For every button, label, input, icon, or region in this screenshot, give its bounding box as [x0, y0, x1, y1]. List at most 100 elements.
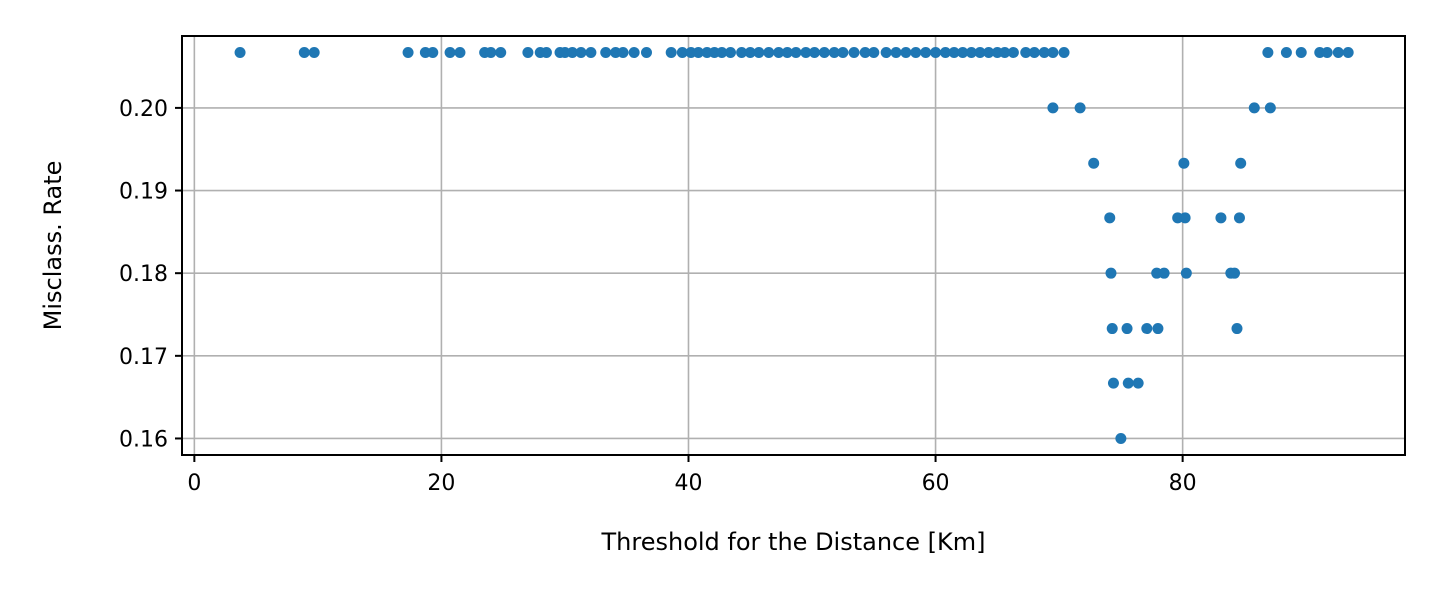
- data-point: [790, 47, 802, 59]
- data-point: [1342, 47, 1354, 59]
- data-point: [1107, 377, 1119, 389]
- data-point: [617, 47, 629, 59]
- data-point: [308, 47, 320, 59]
- data-point: [1047, 47, 1059, 59]
- data-point: [848, 47, 860, 59]
- data-point: [665, 47, 677, 59]
- data-point: [1122, 377, 1134, 389]
- data-point: [1152, 323, 1164, 335]
- y-tick-label: 0.16: [119, 427, 168, 452]
- data-point: [485, 47, 497, 59]
- data-point: [444, 47, 456, 59]
- data-point: [1215, 212, 1227, 224]
- data-point: [1106, 323, 1118, 335]
- data-point: [800, 47, 812, 59]
- data-point: [716, 47, 728, 59]
- data-point: [1321, 47, 1333, 59]
- data-point: [495, 47, 507, 59]
- data-point: [1028, 47, 1040, 59]
- data-point: [890, 47, 902, 59]
- data-point: [920, 47, 932, 59]
- data-point: [974, 47, 986, 59]
- data-point: [744, 47, 756, 59]
- data-point: [575, 47, 587, 59]
- data-point: [900, 47, 912, 59]
- data-point: [999, 47, 1011, 59]
- data-point: [1105, 267, 1117, 279]
- data-point: [724, 47, 736, 59]
- data-point: [1231, 323, 1243, 335]
- data-point: [763, 47, 775, 59]
- data-point: [1233, 212, 1245, 224]
- data-point: [676, 47, 688, 59]
- data-point: [628, 47, 640, 59]
- data-point: [818, 47, 830, 59]
- data-point: [427, 47, 439, 59]
- data-point: [859, 47, 871, 59]
- data-point: [1179, 212, 1191, 224]
- data-point: [965, 47, 977, 59]
- data-point: [1229, 267, 1241, 279]
- data-point: [1132, 377, 1144, 389]
- data-point: [522, 47, 534, 59]
- data-point: [234, 47, 246, 59]
- y-tick-label: 0.18: [119, 262, 168, 287]
- data-point: [1235, 157, 1247, 169]
- x-tick-label: 0: [187, 471, 201, 496]
- x-axis-ticks: 0 20 40 60 80: [187, 455, 1197, 496]
- data-point: [1115, 432, 1127, 444]
- data-point: [910, 47, 922, 59]
- y-tick-label: 0.17: [119, 345, 168, 370]
- data-point: [983, 47, 995, 59]
- x-tick-label: 80: [1169, 471, 1197, 496]
- data-point: [880, 47, 892, 59]
- data-point: [1332, 47, 1344, 59]
- data-point: [736, 47, 748, 59]
- data-point: [402, 47, 414, 59]
- data-point: [781, 47, 793, 59]
- data-point: [585, 47, 597, 59]
- data-point: [809, 47, 821, 59]
- data-point: [837, 47, 849, 59]
- data-point: [828, 47, 840, 59]
- data-point: [692, 47, 704, 59]
- data-point: [1264, 102, 1276, 114]
- data-point: [1262, 47, 1274, 59]
- data-point: [930, 47, 942, 59]
- data-point: [1121, 323, 1133, 335]
- x-tick-label: 20: [427, 471, 455, 496]
- data-points: [234, 47, 1354, 444]
- x-tick-label: 40: [674, 471, 702, 496]
- data-point: [753, 47, 765, 59]
- data-point: [1295, 47, 1307, 59]
- data-point: [600, 47, 612, 59]
- data-point: [566, 47, 578, 59]
- data-point: [298, 47, 310, 59]
- x-axis-label: Threshold for the Distance [Km]: [601, 528, 986, 556]
- data-point: [1047, 102, 1059, 114]
- y-tick-label: 0.19: [119, 180, 168, 205]
- data-point: [868, 47, 880, 59]
- data-point: [939, 47, 951, 59]
- data-point: [454, 47, 466, 59]
- data-point: [1104, 212, 1116, 224]
- data-point: [1248, 102, 1260, 114]
- data-point: [957, 47, 969, 59]
- data-point: [1180, 267, 1192, 279]
- data-point: [1088, 157, 1100, 169]
- data-point: [1178, 157, 1190, 169]
- data-point: [773, 47, 785, 59]
- grid: [182, 36, 1405, 455]
- data-point: [1038, 47, 1050, 59]
- data-point: [948, 47, 960, 59]
- data-point: [1020, 47, 1032, 59]
- data-point: [640, 47, 652, 59]
- data-point: [1158, 267, 1170, 279]
- data-point: [1074, 102, 1086, 114]
- data-point: [1141, 323, 1153, 335]
- data-point: [1007, 47, 1019, 59]
- y-axis-ticks: 0.16 0.17 0.18 0.19 0.20: [119, 97, 182, 452]
- data-point: [1058, 47, 1070, 59]
- data-point: [540, 47, 552, 59]
